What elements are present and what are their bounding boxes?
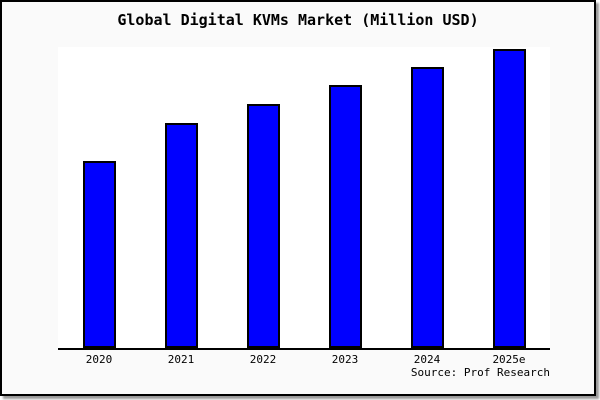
bar-slot xyxy=(386,47,468,348)
x-tick-label-2022: 2022 xyxy=(249,353,277,366)
source-credit: Source: Prof Research xyxy=(410,366,550,379)
bar-2023 xyxy=(328,85,362,348)
bar-2022 xyxy=(246,104,280,348)
x-tick-label-2020: 2020 xyxy=(85,353,113,366)
bar-slot xyxy=(468,47,550,348)
bar-2024 xyxy=(410,67,444,348)
x-tick-label-2024: 2024 xyxy=(413,353,441,366)
x-axis-tick-labels: 2020 2021 2022 2023 2024 2025e xyxy=(58,353,550,366)
bar-slot xyxy=(58,47,140,348)
bar-slot xyxy=(222,47,304,348)
chart-title: Global Digital KVMs Market (Million USD) xyxy=(117,11,479,29)
x-tick-label-2025e: 2025e xyxy=(492,353,526,366)
bar-2021 xyxy=(164,123,198,348)
x-tick-label-2021: 2021 xyxy=(167,353,195,366)
bar-slot xyxy=(140,47,222,348)
bar-slot xyxy=(304,47,386,348)
plot-area xyxy=(58,47,550,350)
bar-2020 xyxy=(82,160,116,348)
x-tick-label-2023: 2023 xyxy=(331,353,359,366)
bar-2025e xyxy=(492,49,526,348)
